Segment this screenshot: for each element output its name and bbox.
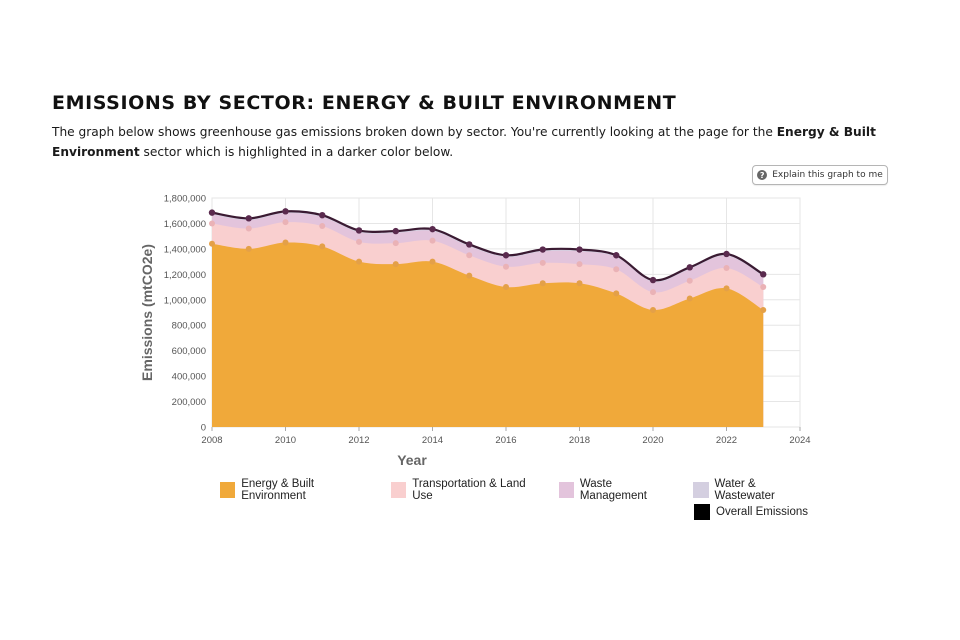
legend-label-transportation-land-use: Transportation & Land Use [412,478,526,502]
legend-item-transportation-land-use[interactable]: Transportation & Land Use [391,478,543,502]
point-energy-built-environment [392,261,399,268]
overall-emissions-point [282,208,289,215]
point-energy-built-environment [245,245,252,252]
overall-emissions-point [208,209,216,216]
page-content: EMISSIONS BY SECTOR: ENERGY & BUILT ENVI… [52,92,912,162]
overall-emissions-point [392,227,399,235]
point-transportation-land-use [650,289,656,296]
sector-highlight: Energy & Built Environment [52,125,876,159]
point-transportation-land-use [429,237,436,244]
point-energy-built-environment [503,284,509,291]
legend-item-waste-management[interactable]: Waste Management [558,478,678,502]
overall-emissions-point [723,250,730,258]
point-transportation-land-use [503,263,509,270]
y-tick-label: 200,000 [172,397,206,408]
y-tick-label: 1,600,000 [164,219,206,230]
legend-label-waste-management: Waste Management [579,478,647,502]
legend-item-overall[interactable]: Overall Emissions [694,504,808,520]
point-energy-built-environment [466,272,473,279]
overall-emissions-point [686,264,693,271]
point-energy-built-environment [686,295,693,302]
point-energy-built-environment [209,240,215,247]
x-tick-label: 2018 [569,435,590,446]
area-energy-built-environment [212,242,764,427]
point-transportation-land-use [760,284,767,291]
y-tick-label: 1,000,000 [164,295,206,306]
y-tick-label: 800,000 [172,321,206,332]
point-transportation-land-use [723,264,730,271]
y-tick-label: 600,000 [172,346,206,357]
y-tick-label: 0 [201,423,206,434]
legend-row-overall: Overall Emissions [694,504,814,520]
point-transportation-land-use [539,259,546,266]
y-tick-label: 1,800,000 [164,194,206,205]
emissions-chart: 0 200,000 400,000 600,000 800,000 1,000,000 1,… [139,194,811,469]
x-axis-title: Year [397,452,427,468]
point-transportation-land-use [686,277,693,284]
point-energy-built-environment [539,280,546,287]
overall-emissions-point [429,225,436,233]
explain-graph-button[interactable]: ? Explain this graph to me [752,165,888,185]
point-energy-built-environment [576,280,583,287]
legend-row: Energy & Built Environment Transportation… [220,478,820,502]
overall-emissions-point [613,252,620,259]
point-transportation-land-use [319,222,326,229]
legend-label-energy-built-environment: Energy & Built Environment [241,478,315,502]
overall-emissions-point [502,252,510,259]
point-transportation-land-use [282,219,289,226]
legend-swatch-water-wastewater [693,482,709,498]
y-axis-title: Emissions (mtCO2e) [139,244,155,381]
x-tick-label: 2022 [716,435,737,446]
description-text: The graph below shows greenhouse gas emi… [52,125,777,139]
point-energy-built-environment [723,285,730,292]
overall-emissions-point [576,246,583,253]
overall-emissions-point [760,271,767,278]
overall-emissions-line [211,210,764,282]
x-tick-label: 2020 [642,435,663,446]
overall-emissions-point [649,276,657,284]
point-transportation-land-use [392,240,399,247]
question-icon: ? [757,170,768,180]
legend-swatch-transportation-land-use [391,482,407,498]
point-transportation-land-use [245,225,252,232]
overall-emissions-point [319,211,326,219]
legend-item-water-wastewater[interactable]: Water & Wastewater [693,478,814,502]
x-tick-label: 2010 [275,435,296,446]
point-transportation-land-use [209,220,215,227]
x-tick-label: 2024 [789,435,810,446]
overall-emissions-point [355,227,363,234]
legend-swatch-energy-built-environment [220,482,236,498]
point-energy-built-environment [319,243,326,250]
point-energy-built-environment [650,306,656,313]
point-energy-built-environment [760,306,767,313]
point-energy-built-environment [613,290,620,297]
point-energy-built-environment [282,239,289,246]
x-tick-label: 2014 [422,435,443,446]
y-tick-label: 1,400,000 [164,244,206,255]
page-title: EMISSIONS BY SECTOR: ENERGY & BUILT ENVI… [52,92,677,114]
x-tick-label: 2016 [495,435,516,446]
point-transportation-land-use [576,261,583,268]
y-tick-label: 1,200,000 [164,270,206,281]
legend-swatch-overall [694,504,710,520]
legend-item-energy-built-environment[interactable]: Energy & Built Environment [220,478,375,502]
x-tick-label: 2008 [201,435,222,446]
overall-emissions-point [539,246,546,253]
legend-swatch-waste-management [558,482,574,498]
x-tick-label: 2012 [348,435,369,446]
point-energy-built-environment [356,258,362,265]
point-transportation-land-use [356,238,362,245]
description-text-end: sector which is highlighted in a darker … [139,145,454,159]
page-description: The graph below shows greenhouse gas emi… [52,122,912,162]
overall-emissions-point [466,241,473,248]
legend-label-water-wastewater: Water & Wastewater [714,478,775,502]
chart-legend: Energy & Built Environment Transportation… [220,478,820,520]
explain-button-label: Explain this graph to me [772,170,883,180]
point-energy-built-environment [429,258,436,265]
y-tick-label: 400,000 [172,372,206,383]
point-transportation-land-use [613,266,620,273]
legend-label-overall: Overall Emissions [716,506,809,518]
overall-emissions-point [245,215,252,222]
point-transportation-land-use [466,252,473,259]
